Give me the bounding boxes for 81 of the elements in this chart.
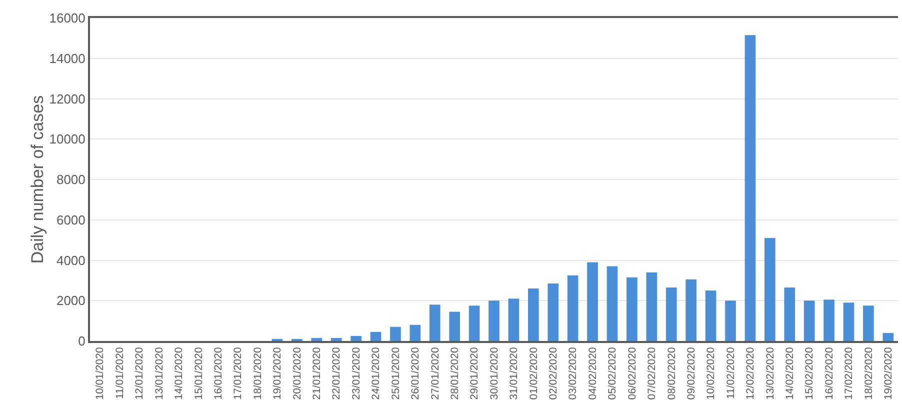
y-tick-label: 10000 — [49, 132, 86, 147]
bar — [824, 300, 834, 341]
x-tick-label: 11/01/2020 — [114, 347, 126, 399]
y-axis-title: Daily number of cases — [28, 95, 48, 264]
x-tick-label: 03/02/2020 — [567, 347, 580, 400]
bar — [744, 35, 756, 341]
x-tick-label: 06/02/2020 — [626, 347, 638, 400]
x-tick-label: 17/02/2020 — [843, 347, 856, 400]
y-tick-label: 2000 — [56, 293, 86, 308]
x-tick-label: 13/01/2020 — [153, 347, 166, 400]
x-tick-label: 08/02/2020 — [666, 347, 678, 400]
x-tick-label: 12/02/2020 — [744, 347, 757, 400]
x-tick-label: 14/01/2020 — [173, 347, 186, 400]
x-tick-label: 10/02/2020 — [705, 347, 718, 400]
bar — [330, 338, 342, 341]
x-tick-label: 18/02/2020 — [862, 347, 875, 400]
bar — [882, 332, 894, 341]
x-tick-label: 14/02/2020 — [784, 347, 796, 400]
bar — [666, 288, 677, 341]
bar — [626, 277, 638, 341]
x-tick-label: 07/02/2020 — [646, 347, 658, 400]
x-tick-label: 13/02/2020 — [764, 347, 776, 400]
bar — [508, 298, 520, 341]
x-tick-label: 12/01/2020 — [134, 347, 146, 400]
y-tick-label: 14000 — [49, 50, 86, 66]
bar — [705, 290, 716, 341]
x-tick-label: 28/01/2020 — [449, 347, 462, 400]
bar — [686, 279, 696, 341]
bar — [370, 332, 382, 341]
x-tick-label: 27/01/2020 — [429, 347, 442, 400]
bar — [390, 326, 401, 341]
x-tick-label: 11/02/2020 — [724, 347, 737, 399]
x-tick-label: 26/01/2020 — [410, 347, 422, 400]
bar — [429, 304, 440, 341]
bar — [567, 275, 578, 341]
x-tick-label: 02/02/2020 — [548, 347, 560, 400]
y-tick-label: 4000 — [56, 252, 86, 268]
x-tick-label: 04/02/2020 — [586, 347, 599, 400]
bar — [725, 300, 736, 341]
x-tick-label: 16/01/2020 — [212, 347, 225, 400]
x-tick-label: 31/01/2020 — [508, 347, 520, 400]
bar — [548, 283, 559, 341]
x-tick-label: 16/02/2020 — [823, 347, 836, 400]
x-tick-label: 18/01/2020 — [252, 347, 264, 400]
y-tick-label: 0 — [78, 334, 86, 349]
y-tick-label: 8000 — [56, 172, 86, 188]
x-tick-label: 19/01/2020 — [272, 347, 284, 400]
x-tick-label: 29/01/2020 — [468, 347, 481, 400]
bar — [587, 262, 598, 341]
bar — [863, 306, 874, 341]
bar — [468, 306, 480, 341]
x-tick-label: 22/01/2020 — [330, 347, 343, 400]
bar — [764, 238, 776, 341]
bar — [606, 266, 618, 341]
bar — [449, 312, 460, 341]
bar — [410, 324, 421, 341]
x-tick-label: 05/02/2020 — [606, 347, 619, 400]
bar — [843, 302, 854, 341]
bar — [804, 300, 815, 341]
x-tick-label: 15/01/2020 — [192, 347, 205, 400]
x-tick-label: 15/02/2020 — [804, 347, 816, 400]
y-tick-label: 12000 — [49, 91, 86, 106]
bar — [528, 288, 539, 341]
x-tick-label: 21/01/2020 — [311, 347, 324, 400]
y-tick-label: 6000 — [56, 212, 86, 228]
x-tick-label: 23/01/2020 — [350, 347, 362, 400]
x-tick-label: 09/02/2020 — [685, 347, 698, 400]
bar — [488, 300, 500, 341]
x-tick-label: 25/01/2020 — [390, 347, 402, 400]
x-tick-label: 24/01/2020 — [370, 347, 382, 400]
x-tick-label: 10/01/2020 — [94, 347, 106, 400]
bar — [784, 288, 796, 341]
bar — [311, 338, 322, 341]
x-tick-label: 01/02/2020 — [528, 347, 540, 400]
x-tick-label: 17/01/2020 — [232, 347, 244, 400]
y-tick-label: 16000 — [49, 10, 86, 26]
x-tick-label: 19/02/2020 — [882, 347, 895, 400]
x-tick-label: 30/01/2020 — [488, 347, 500, 400]
bar — [646, 272, 658, 341]
bar — [350, 336, 362, 341]
x-tick-label: 20/01/2020 — [291, 347, 304, 400]
